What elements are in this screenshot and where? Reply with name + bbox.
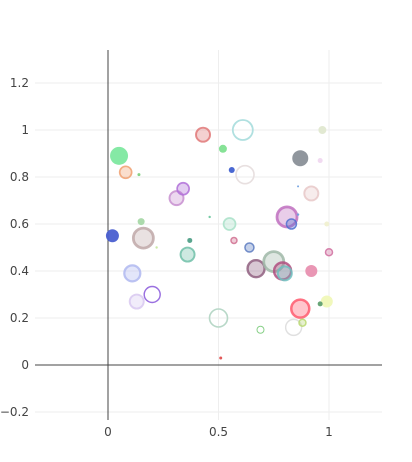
scatter-point — [297, 185, 300, 188]
scatter-point — [110, 146, 129, 165]
scatter-point — [285, 218, 298, 230]
scatter-point — [246, 258, 266, 279]
scatter-point-marker — [230, 236, 238, 245]
scatter-point-marker — [246, 258, 266, 279]
scatter-point-marker — [128, 293, 145, 310]
scatter-point-marker — [222, 217, 237, 231]
scatter-point — [324, 247, 334, 257]
scatter-point — [292, 150, 309, 167]
scatter-point — [317, 158, 323, 164]
scatter-point — [131, 226, 155, 250]
scatter-point — [318, 126, 327, 134]
y-tick-label: 0 — [21, 358, 29, 372]
scatter-point — [228, 166, 235, 173]
y-tick-label: 0.6 — [10, 217, 29, 231]
x-tick-label: 0 — [104, 425, 112, 439]
scatter-point-marker — [123, 264, 142, 283]
x-tick-label: 0.5 — [209, 425, 228, 439]
scatter-point — [179, 246, 196, 263]
y-tick-label: 0.8 — [10, 170, 29, 184]
scatter-point-marker — [290, 298, 311, 319]
scatter-point — [303, 185, 320, 202]
scatter-point — [137, 218, 145, 226]
scatter-point-marker — [118, 165, 133, 180]
y-tick-label: 1.2 — [10, 76, 29, 90]
scatter-point — [305, 265, 318, 277]
data-points — [105, 119, 334, 360]
scatter-point — [324, 221, 330, 227]
scatter-point — [155, 246, 158, 249]
scatter-point — [235, 164, 255, 185]
scatter-point — [317, 301, 323, 307]
scatter-point-marker — [179, 246, 196, 263]
scatter-point — [290, 298, 311, 319]
scatter-point — [320, 295, 333, 308]
scatter-point — [256, 325, 265, 334]
scatter-point-marker — [244, 242, 255, 253]
scatter-point-marker — [303, 185, 320, 202]
grid-lines — [35, 50, 382, 420]
scatter-point — [219, 356, 223, 360]
axes — [35, 50, 382, 420]
scatter-point — [105, 229, 119, 243]
y-tick-label: −0.2 — [0, 405, 29, 419]
scatter-point — [298, 318, 307, 327]
scatter-point-marker — [131, 226, 155, 250]
scatter-point-marker — [176, 181, 190, 196]
scatter-point — [118, 165, 133, 180]
scatter-point — [128, 293, 145, 310]
scatter-point — [208, 308, 229, 328]
scatter-point — [230, 236, 238, 245]
scatter-point-marker — [298, 318, 307, 327]
scatter-point — [195, 126, 212, 143]
scatter-point — [176, 181, 190, 196]
y-tick-label: 1 — [21, 123, 29, 137]
y-tick-label: 0.4 — [10, 264, 29, 278]
scatter-point-marker — [285, 218, 298, 230]
scatter-point — [187, 237, 193, 243]
scatter-point — [296, 213, 300, 216]
scatter-point-marker — [276, 265, 293, 282]
scatter-point-marker — [195, 126, 212, 143]
tick-labels: 0 0.5 1 −0.2 0 0.2 0.4 0.6 0.8 1 1.2 — [0, 76, 333, 439]
scatter-point — [218, 144, 227, 153]
scatter-point — [231, 119, 254, 141]
scatter-point — [222, 217, 237, 231]
scatter-point — [284, 318, 303, 337]
y-tick-label: 0.2 — [10, 311, 29, 325]
scatter-point — [143, 285, 161, 304]
x-tick-label: 1 — [325, 425, 333, 439]
scatter-point — [244, 242, 255, 253]
scatter-point — [137, 173, 141, 177]
scatter-point — [208, 215, 211, 219]
scatter-point — [123, 264, 142, 283]
scatter-point-marker — [324, 247, 334, 257]
scatter-point — [276, 265, 293, 282]
